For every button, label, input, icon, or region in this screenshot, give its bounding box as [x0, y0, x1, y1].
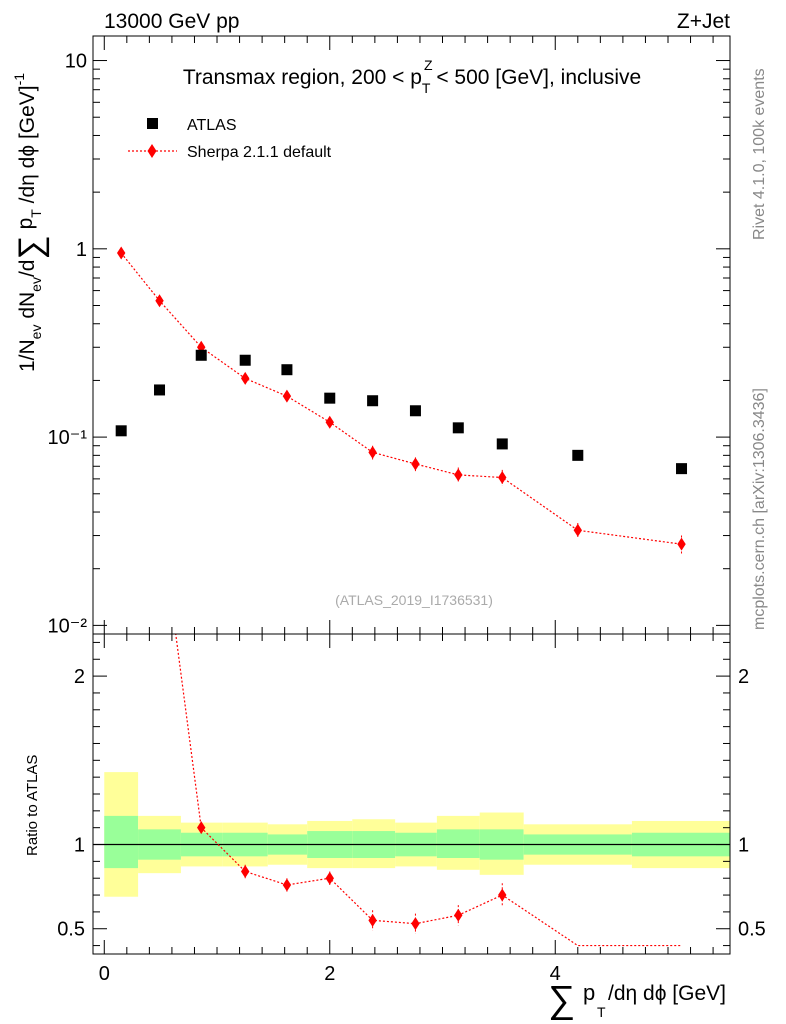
sherpa-point [368, 445, 377, 459]
main-data-layer [115, 246, 688, 554]
xlabel-rest: /dη dϕ [GeV] [608, 982, 726, 1005]
ratio-y-tick-label: 1 [74, 835, 85, 857]
main-y-tick-label: 1 [76, 239, 87, 261]
title-after: < 500 [GeV], inclusive [430, 66, 641, 89]
legend-atlas-label: ATLAS [187, 117, 237, 134]
ratio-axes: 0 2 4 0.5 0.5 1 1 2 2 [57, 634, 766, 985]
sherpa-point [241, 371, 250, 385]
ratio-point [368, 913, 377, 927]
ratio-point [282, 878, 292, 892]
analysis-tag: (ATLAS_2019_I1736531) [335, 592, 493, 608]
legend-sherpa-label: Sherpa 2.1.1 default [187, 144, 332, 161]
ylabel-part-2: dN [16, 292, 39, 325]
ratio-y-tick-label: 2 [74, 666, 85, 688]
main-y-tick-label: 10⁻² [48, 615, 88, 637]
ylabel-rest: /dη dϕ [GeV] [16, 85, 39, 209]
energy-label: 13000 GeV pp [104, 10, 239, 33]
ratio-point [325, 871, 334, 885]
xlabel-sum: ∑ [548, 979, 575, 1021]
main-y-tick-label: 10⁻¹ [48, 427, 88, 449]
xlabel: ∑ p T /dη dϕ [GeV] [548, 979, 726, 1021]
sherpa-point [325, 415, 334, 429]
legend: ATLAS Sherpa 2.1.1 default [128, 117, 332, 161]
ylabel-sum: ∑ [12, 235, 50, 259]
x-tick-label: 0 [99, 963, 110, 985]
atlas-point [367, 395, 379, 407]
sherpa-point [116, 246, 126, 260]
process-label: Z+Jet [677, 10, 730, 33]
ratio-ylabel: Ratio to ATLAS [24, 755, 41, 856]
atlas-point [239, 354, 251, 366]
xlabel-sub: T [597, 1004, 606, 1020]
ratio-y-tick-label-right: 1 [738, 835, 749, 857]
sherpa-point [155, 294, 164, 308]
ratio-point [197, 821, 206, 835]
ylabel-part-1: 1/N [16, 339, 39, 372]
sherpa-point [282, 389, 292, 403]
atlas-point [324, 392, 336, 404]
title-sup: Z [424, 57, 433, 73]
ratio-point [454, 908, 463, 922]
x-tick-label: 4 [550, 963, 561, 985]
atlas-point [195, 349, 207, 361]
sherpa-point [454, 468, 463, 482]
atlas-point [676, 463, 688, 475]
sherpa-point [677, 537, 686, 551]
ylabel-sup: -1 [11, 73, 27, 86]
sherpa-point [498, 471, 507, 485]
ylabel-sub-2: ev [28, 277, 44, 292]
legend-sherpa-marker [147, 144, 157, 158]
atlas-point [409, 405, 421, 417]
ratio-band-layer [93, 772, 730, 897]
atlas-point [115, 425, 127, 437]
ratio-band-inner [436, 829, 480, 858]
mcplots-label: mcplots.cern.ch [arXiv:1306.3436] [751, 388, 768, 630]
atlas-point [154, 384, 166, 396]
chart-title: Transmax region, 200 < pT < 500 [GeV], i… [183, 66, 641, 96]
atlas-point [496, 438, 508, 450]
ratio-sherpa-line [175, 634, 682, 947]
legend-atlas-marker [147, 118, 158, 129]
ratio-point [241, 864, 250, 878]
main-ylabel: 1/Nev dNev/d∑ pT /dη dϕ [GeV]-1 [11, 73, 50, 372]
ratio-y-tick-label-right: 2 [738, 666, 749, 688]
title-sub: T [422, 80, 431, 96]
ylabel-part-3: /d [16, 260, 39, 278]
ratio-y-tick-label-right: 0.5 [738, 919, 766, 941]
ratio-data-layer [175, 634, 682, 947]
main-axes: 10 1 10⁻¹ 10⁻² [48, 36, 730, 637]
ratio-y-tick-label: 0.5 [57, 919, 85, 941]
x-tick-label: 2 [324, 963, 335, 985]
ratio-frame [92, 633, 731, 955]
sherpa-point [573, 523, 582, 537]
ratio-band-inner [104, 815, 139, 869]
ylabel-sub-1: ev [28, 325, 44, 340]
atlas-point [452, 422, 464, 434]
rivet-label: Rivet 4.1.0, 100k events [751, 68, 768, 240]
xlabel-p: p [583, 980, 595, 1005]
sherpa-point [411, 457, 420, 471]
svg-text:1/Nev dNev/d∑ pT /dη dϕ [GeV]: 1/Nev dNev/d∑ pT /dη dϕ [GeV]-1 [11, 73, 50, 372]
atlas-point [572, 449, 584, 461]
title-text-before: Transmax region, 200 < p [183, 66, 422, 89]
ylabel-p: p [14, 218, 37, 236]
atlas-point [281, 364, 293, 376]
main-y-tick-label: 10 [65, 51, 87, 73]
sherpa-line [120, 252, 682, 545]
ratio-point [498, 888, 507, 902]
ylabel-sub-3: T [28, 209, 44, 218]
ratio-point [411, 917, 420, 931]
